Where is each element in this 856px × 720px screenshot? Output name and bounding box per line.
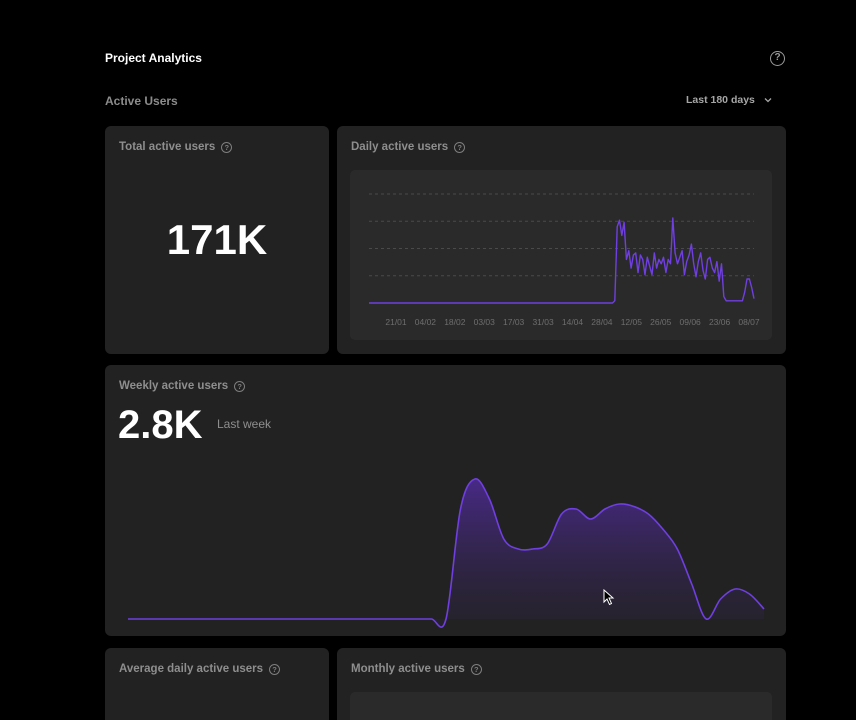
weekly-active-users-chart [128, 478, 765, 628]
x-tick-label: 08/07 [738, 317, 760, 327]
x-tick-label: 26/05 [650, 317, 672, 327]
chevron-down-icon [764, 98, 772, 103]
total-active-users-value: 171K [166, 216, 268, 263]
daily-active-users-card: Daily active users ? 21/01 04/02 18/02 03/0… [337, 126, 786, 354]
monthly-active-users-card: Monthly active users ? [337, 648, 786, 720]
card-title: Weekly active users ? [119, 380, 246, 392]
weekly-active-users-card: Weekly active users ? 2.8K Last week [105, 365, 786, 636]
x-tick-label: 12/05 [621, 317, 643, 327]
total-active-users-card: Total active users ? 171K [105, 126, 329, 354]
x-tick-label: 04/02 [415, 317, 437, 327]
weekly-series-line [128, 478, 765, 628]
x-tick-label: 18/02 [444, 317, 466, 327]
weekly-value-caption: Last week [217, 417, 272, 431]
x-tick-label: 09/06 [680, 317, 702, 327]
help-icon[interactable]: ? [221, 141, 233, 153]
weekly-active-users-value: 2.8K [118, 403, 203, 447]
help-icon[interactable]: ? [234, 380, 246, 392]
weekly-area-fill [128, 478, 764, 628]
x-tick-label: 31/03 [532, 317, 554, 327]
help-icon[interactable]: ? [269, 663, 281, 675]
x-tick-label: 28/04 [591, 317, 613, 327]
card-title: Daily active users ? [351, 141, 466, 153]
card-title: Total active users ? [119, 141, 233, 153]
card-title-label: Daily active users [351, 141, 449, 153]
mouse-cursor-icon [603, 589, 615, 606]
x-tick-label: 23/06 [709, 317, 731, 327]
help-icon[interactable]: ? [770, 51, 785, 66]
page-title: Project Analytics [105, 51, 202, 65]
card-title-label: Monthly active users [351, 663, 465, 675]
card-title-label: Total active users [119, 141, 216, 153]
x-tick-label: 03/03 [474, 317, 496, 327]
help-icon[interactable]: ? [454, 141, 466, 153]
monthly-chart-panel [350, 692, 772, 720]
daily-active-users-chart: 21/01 04/02 18/02 03/03 17/03 31/03 14/04 28/04… [369, 193, 760, 327]
x-tick-label: 21/01 [385, 317, 407, 327]
daily-chart-panel: 21/01 04/02 18/02 03/03 17/03 31/03 14/04 28/04… [350, 170, 772, 340]
section-title: Active Users [105, 94, 178, 108]
card-title-label: Weekly active users [119, 380, 229, 392]
date-range-dropdown[interactable]: Last 180 days [686, 94, 772, 106]
daily-series-line [369, 217, 755, 304]
average-daily-active-users-card: Average daily active users ? [105, 648, 329, 720]
help-icon[interactable]: ? [470, 663, 482, 675]
card-title: Average daily active users ? [119, 663, 281, 675]
card-title: Monthly active users ? [351, 663, 482, 675]
x-tick-label: 17/03 [503, 317, 525, 327]
date-range-label: Last 180 days [686, 94, 755, 106]
x-tick-label: 14/04 [562, 317, 584, 327]
card-title-label: Average daily active users [119, 663, 264, 675]
